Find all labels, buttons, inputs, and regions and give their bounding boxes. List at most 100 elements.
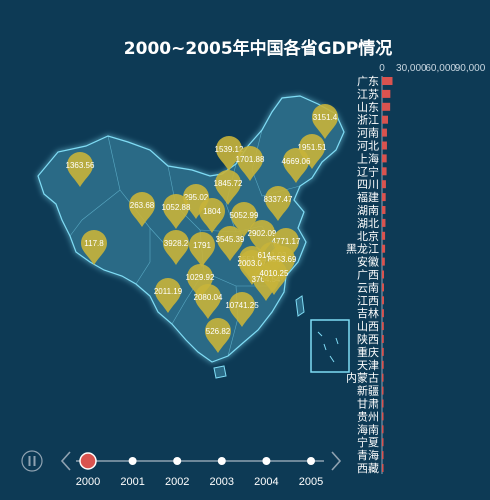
map-pin[interactable]: 5052.99 (230, 202, 259, 237)
map-pin[interactable]: 3545.39 (216, 226, 245, 261)
province-label: 上海 (357, 151, 379, 165)
province-bar[interactable] (382, 244, 386, 253)
timeline: 2000 2001 2002 2003 2004 2005 (21, 450, 342, 488)
province-bar[interactable] (382, 464, 384, 472)
province-bar[interactable] (382, 77, 393, 85)
bar-tick-label: 30,000 (396, 63, 427, 74)
map-pin[interactable]: 3151.4 (312, 104, 338, 139)
map-pin[interactable]: 1804 (199, 198, 225, 233)
prev-arrow-icon[interactable] (60, 451, 71, 471)
pause-icon[interactable] (21, 450, 43, 472)
map-pin[interactable]: 8337.47 (264, 186, 293, 221)
province-bar[interactable] (382, 154, 387, 163)
province-label: 甘肃 (357, 398, 379, 411)
province-bar[interactable] (382, 335, 384, 343)
province-label: 河南 (357, 127, 379, 140)
map-pin[interactable]: 4669.06 (282, 148, 311, 183)
province-bar[interactable] (382, 180, 386, 189)
bar-tick-label: 0 (379, 63, 385, 74)
map-pin[interactable]: 526.82 (205, 318, 231, 353)
province-bar[interactable] (382, 257, 385, 266)
map-pin-label: 1701.88 (236, 155, 265, 164)
province-bar[interactable] (382, 167, 387, 176)
province-label: 黑龙江 (346, 243, 379, 256)
map-pin[interactable]: 117.8 (80, 229, 107, 265)
map-pin[interactable]: 3928.2 (163, 230, 189, 265)
province-label: 广东 (357, 75, 379, 88)
province-bar[interactable] (382, 412, 384, 421)
province-bar[interactable] (382, 115, 388, 124)
map-pin-marker (80, 229, 107, 265)
map-pin[interactable]: 263.68 (129, 192, 155, 227)
map-pin[interactable]: 295.02 (183, 184, 209, 219)
province-bar[interactable] (382, 296, 384, 305)
province-bar[interactable] (382, 218, 386, 227)
map-pin-label: 3928.2 (164, 239, 189, 248)
map-pin-marker (189, 232, 215, 267)
map-pin[interactable]: 4771.17 (272, 228, 301, 263)
next-arrow-icon[interactable] (331, 451, 342, 471)
province-label: 海南 (357, 422, 379, 436)
province-label: 云南 (357, 281, 379, 294)
map-pin[interactable]: 1029.92 (186, 264, 215, 299)
map-pin[interactable]: 2011.19 (154, 278, 183, 313)
province-label: 吉林 (357, 306, 379, 320)
map-pin[interactable]: 1845.72 (214, 170, 243, 205)
map-pin[interactable]: 1701.88 (236, 146, 265, 181)
map-pin-label: 1791 (193, 241, 211, 250)
map-pin[interactable]: 2080.04 (194, 283, 223, 319)
province-bar[interactable] (382, 206, 386, 214)
timeline-year-2000[interactable]: 2000 (76, 452, 100, 488)
timeline-dot (128, 457, 137, 465)
map-pin[interactable]: 1791 (189, 232, 215, 267)
timeline-year-2003[interactable]: 2003 (210, 457, 234, 488)
province-bar[interactable] (382, 347, 384, 356)
map-pin-marker (183, 184, 209, 219)
timeline-year-2002[interactable]: 2002 (165, 457, 189, 488)
province-bar[interactable] (382, 386, 384, 395)
province-label: 新疆 (357, 384, 379, 398)
timeline-dot (217, 457, 226, 465)
province-bar[interactable] (382, 451, 384, 460)
province-label: 内蒙古 (346, 371, 379, 385)
timeline-year-2004[interactable]: 2004 (254, 457, 279, 488)
map-pin[interactable]: 1539.12 (215, 136, 244, 171)
province-bar[interactable] (382, 309, 384, 318)
map-pin[interactable]: 2902.09 (248, 220, 277, 255)
map-pin-label: 2080.04 (194, 293, 223, 302)
province-bar[interactable] (382, 283, 384, 292)
map-pin-label: 1052.88 (162, 203, 191, 212)
map-taiwan (295, 295, 305, 317)
province-bar[interactable] (382, 322, 384, 331)
timeline-year-label: 2001 (120, 476, 144, 488)
map-pin[interactable]: 1951.51 (298, 134, 327, 169)
timeline-year-2005[interactable]: 2005 (299, 457, 323, 488)
map-pin-label: 2011.19 (154, 287, 183, 296)
province-bar[interactable] (382, 193, 386, 202)
map-pin[interactable]: 1052.88 (162, 194, 191, 229)
province-bar[interactable] (382, 128, 387, 137)
map-pin-label: 8337.47 (264, 195, 293, 204)
province-bar[interactable] (382, 373, 384, 382)
province-bar[interactable] (382, 438, 384, 447)
map-pin-marker (216, 136, 242, 171)
province-bar[interactable] (382, 231, 386, 240)
map-pin-label: 4771.17 (272, 237, 301, 246)
map-pin-label: 4669.06 (282, 157, 311, 166)
map-pin[interactable]: 1363.56 (66, 152, 95, 187)
province-bar[interactable] (382, 141, 387, 150)
province-bar[interactable] (382, 102, 391, 111)
timeline-year-2001[interactable]: 2001 (120, 457, 145, 488)
province-bar[interactable] (382, 270, 385, 279)
province-bar[interactable] (382, 360, 384, 369)
map-pin-label: 2003.07 (238, 259, 267, 268)
province-bar[interactable] (382, 425, 384, 434)
province-bar[interactable] (382, 399, 384, 408)
map-pin-marker (217, 226, 243, 261)
map-pin[interactable]: 10741.25 (225, 292, 259, 327)
map-pin[interactable]: 2003.07 (238, 250, 267, 285)
map-pin-label: 263.68 (130, 201, 155, 210)
province-bar[interactable] (382, 89, 391, 98)
map-pin[interactable]: 4010.25 (260, 260, 289, 295)
